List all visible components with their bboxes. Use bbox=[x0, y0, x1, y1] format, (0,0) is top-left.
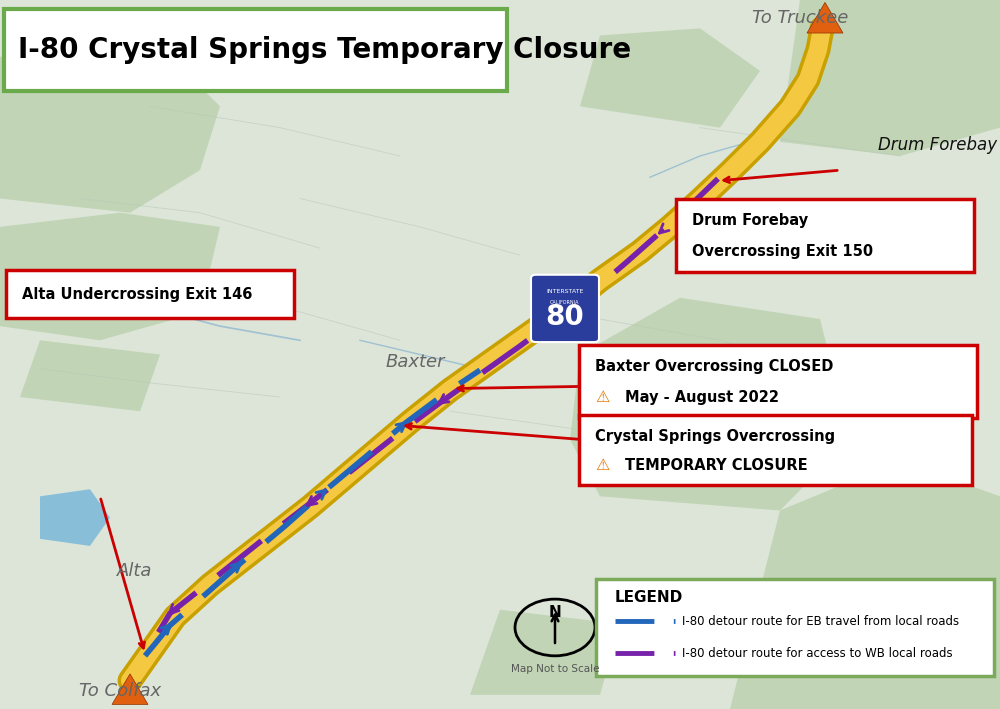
FancyBboxPatch shape bbox=[531, 275, 599, 342]
Text: Crystal Springs Overcrossing: Crystal Springs Overcrossing bbox=[595, 429, 835, 444]
Polygon shape bbox=[807, 2, 843, 33]
FancyBboxPatch shape bbox=[579, 345, 977, 418]
FancyBboxPatch shape bbox=[579, 415, 972, 485]
Polygon shape bbox=[0, 57, 220, 213]
Polygon shape bbox=[780, 0, 1000, 156]
Text: ⚠: ⚠ bbox=[595, 458, 609, 473]
Text: Baxter Overcrossing CLOSED: Baxter Overcrossing CLOSED bbox=[595, 359, 833, 374]
Text: Drum Forebay: Drum Forebay bbox=[692, 213, 808, 228]
Text: To Colfax: To Colfax bbox=[79, 682, 161, 700]
Text: N: N bbox=[549, 605, 561, 620]
Text: To Truckee: To Truckee bbox=[752, 9, 848, 27]
Text: Overcrossing Exit 150: Overcrossing Exit 150 bbox=[692, 245, 873, 259]
Text: LEGEND: LEGEND bbox=[615, 591, 683, 605]
FancyBboxPatch shape bbox=[676, 199, 974, 272]
Text: May - August 2022: May - August 2022 bbox=[625, 390, 779, 405]
FancyBboxPatch shape bbox=[6, 270, 294, 318]
Text: Baxter: Baxter bbox=[385, 352, 445, 371]
FancyBboxPatch shape bbox=[4, 9, 507, 91]
Text: ⚠: ⚠ bbox=[595, 390, 609, 405]
Text: CALIFORNIA: CALIFORNIA bbox=[550, 300, 580, 305]
Text: INTERSTATE: INTERSTATE bbox=[546, 289, 584, 294]
Polygon shape bbox=[112, 674, 148, 705]
Text: I-80 detour route for EB travel from local roads: I-80 detour route for EB travel from loc… bbox=[682, 615, 959, 627]
Polygon shape bbox=[20, 340, 160, 411]
Text: I-80 detour route for access to WB local roads: I-80 detour route for access to WB local… bbox=[682, 647, 953, 660]
Polygon shape bbox=[730, 461, 1000, 709]
Polygon shape bbox=[470, 610, 620, 695]
Text: Alta: Alta bbox=[117, 562, 153, 580]
Text: Map Not to Scale: Map Not to Scale bbox=[511, 664, 599, 674]
FancyBboxPatch shape bbox=[596, 579, 994, 676]
Text: I-80 Crystal Springs Temporary Closure: I-80 Crystal Springs Temporary Closure bbox=[18, 35, 631, 64]
Polygon shape bbox=[0, 213, 220, 340]
Text: TEMPORARY CLOSURE: TEMPORARY CLOSURE bbox=[625, 458, 808, 473]
Text: 80: 80 bbox=[546, 303, 584, 331]
Polygon shape bbox=[580, 28, 760, 128]
Polygon shape bbox=[570, 298, 850, 510]
Polygon shape bbox=[40, 489, 110, 546]
Text: Alta Undercrossing Exit 146: Alta Undercrossing Exit 146 bbox=[22, 286, 252, 302]
Text: Drum Forebay: Drum Forebay bbox=[878, 136, 997, 155]
